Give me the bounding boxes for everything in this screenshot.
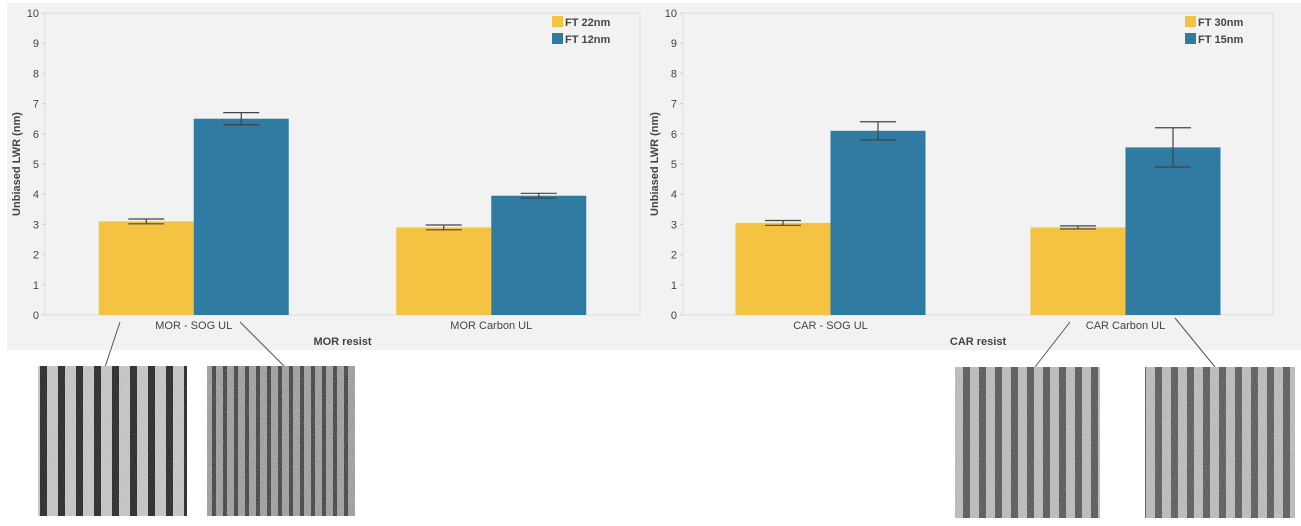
bar	[736, 223, 831, 315]
y-tick-label: 5	[671, 159, 677, 171]
legend-label: FT 22nm	[565, 17, 610, 29]
sem-noise	[1145, 367, 1295, 518]
y-tick-label: 4	[33, 189, 39, 201]
y-tick-label: 7	[671, 99, 677, 111]
sem-noise	[207, 366, 355, 516]
bar	[491, 196, 586, 315]
sem-noise	[955, 367, 1100, 518]
y-tick-label: 2	[33, 250, 39, 262]
y-tick-label: 1	[671, 280, 677, 292]
y-tick-label: 3	[33, 219, 39, 231]
y-axis-label: Unbiased LWR (nm)	[11, 112, 23, 216]
y-tick-label: 8	[33, 68, 39, 80]
bar	[194, 119, 289, 315]
legend-swatch	[552, 16, 563, 27]
legend-label: FT 30nm	[1198, 17, 1243, 29]
y-tick-label: 10	[665, 8, 677, 20]
x-tick-label: MOR - SOG UL	[155, 320, 232, 332]
y-tick-label: 9	[671, 38, 677, 50]
bar	[396, 227, 491, 315]
y-tick-label: 10	[27, 8, 39, 20]
x-tick-label: CAR Carbon UL	[1086, 320, 1165, 332]
legend-swatch	[1185, 16, 1196, 27]
y-tick-label: 9	[33, 38, 39, 50]
y-tick-label: 1	[33, 280, 39, 292]
y-tick-label: 0	[671, 310, 677, 322]
bar	[1126, 147, 1221, 315]
bar	[99, 221, 194, 315]
y-tick-label: 7	[33, 99, 39, 111]
x-axis-label: MOR resist	[313, 336, 371, 348]
y-tick-label: 4	[671, 189, 677, 201]
y-tick-label: 6	[671, 129, 677, 141]
figure: 012345678910MOR - SOG ULMOR Carbon ULMOR…	[0, 0, 1301, 521]
y-tick-label: 2	[671, 250, 677, 262]
y-axis-label: Unbiased LWR (nm)	[649, 112, 661, 216]
legend-label: FT 12nm	[565, 34, 610, 46]
y-tick-label: 6	[33, 129, 39, 141]
bar	[831, 131, 926, 315]
bar	[1031, 227, 1126, 315]
y-tick-label: 5	[33, 159, 39, 171]
x-axis-label: CAR resist	[950, 336, 1007, 348]
y-tick-label: 0	[33, 310, 39, 322]
x-tick-label: MOR Carbon UL	[450, 320, 532, 332]
legend-swatch	[1185, 33, 1196, 44]
y-tick-label: 3	[671, 219, 677, 231]
legend-swatch	[552, 33, 563, 44]
legend-label: FT 15nm	[1198, 34, 1243, 46]
sem-noise	[38, 366, 187, 516]
x-tick-label: CAR - SOG UL	[793, 320, 868, 332]
y-tick-label: 8	[671, 68, 677, 80]
